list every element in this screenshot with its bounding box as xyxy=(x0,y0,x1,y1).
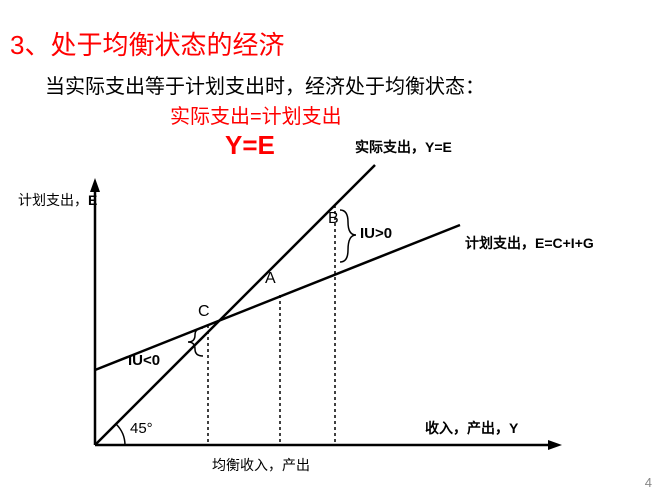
page-number: 4 xyxy=(645,475,652,490)
point-a-label: A xyxy=(265,270,276,288)
point-b-label: B xyxy=(328,210,339,228)
angle-45-label: 45° xyxy=(130,420,153,437)
iu-negative-label: IU<0 xyxy=(128,352,160,369)
line-planned-label: 计划支出，E=C+I+G xyxy=(465,233,594,253)
y-axis-label: 计划支出，E xyxy=(18,190,97,210)
iu-positive-label: IU>0 xyxy=(360,225,392,242)
line-45-label: 实际支出，Y=E xyxy=(355,137,452,157)
point-c-label: C xyxy=(198,303,210,321)
bottom-label: 均衡收入，产出 xyxy=(212,455,310,475)
x-axis-label: 收入，产出，Y xyxy=(425,418,518,438)
